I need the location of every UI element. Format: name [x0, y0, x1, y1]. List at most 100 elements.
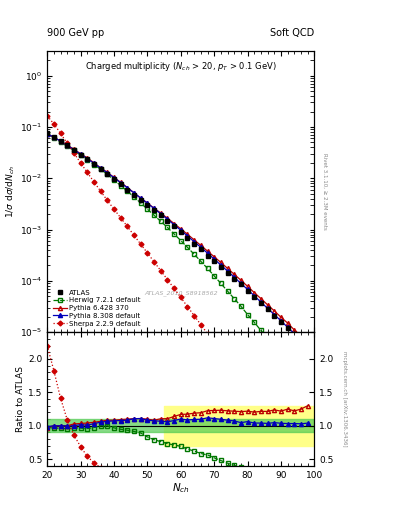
Pythia 6.428 370 [299, 333, 303, 339]
Pythia 6.428 370 [205, 248, 210, 254]
Pythia 6.428 370 [138, 195, 143, 201]
ATLAS [212, 258, 217, 264]
Herwig 7.2.1 default [172, 231, 176, 237]
Herwig 7.2.1 default [72, 147, 76, 154]
ATLAS [285, 325, 290, 331]
ATLAS [185, 234, 190, 241]
Sherpa 2.2.9 default [118, 215, 123, 221]
ATLAS [178, 229, 183, 236]
Herwig 7.2.1 default [125, 188, 130, 194]
Sherpa 2.2.9 default [259, 401, 263, 407]
Pythia 8.308 default [205, 250, 210, 256]
Pythia 6.428 370 [212, 253, 217, 260]
ATLAS [125, 186, 130, 193]
Pythia 8.308 default [192, 239, 196, 245]
Pythia 8.308 default [65, 142, 70, 148]
Pythia 8.308 default [118, 180, 123, 186]
Pythia 8.308 default [85, 156, 90, 162]
Pythia 6.428 370 [58, 138, 63, 144]
Pythia 6.428 370 [85, 155, 90, 161]
Pythia 6.428 370 [51, 134, 56, 140]
Herwig 7.2.1 default [85, 157, 90, 163]
Pythia 8.308 default [292, 331, 297, 337]
Sherpa 2.2.9 default [245, 384, 250, 390]
Pythia 6.428 370 [239, 277, 243, 283]
Pythia 8.308 default [185, 233, 190, 239]
ATLAS [305, 345, 310, 351]
Sherpa 2.2.9 default [85, 169, 90, 176]
Herwig 7.2.1 default [245, 311, 250, 317]
Herwig 7.2.1 default [252, 319, 257, 326]
Pythia 6.428 370 [232, 271, 237, 278]
Pythia 8.308 default [178, 227, 183, 233]
ATLAS [72, 146, 76, 153]
Pythia 6.428 370 [65, 142, 70, 148]
Y-axis label: Ratio to ATLAS: Ratio to ATLAS [16, 366, 25, 432]
Sherpa 2.2.9 default [158, 268, 163, 274]
Pythia 6.428 370 [292, 327, 297, 333]
ATLAS [152, 207, 156, 213]
Herwig 7.2.1 default [158, 218, 163, 224]
Herwig 7.2.1 default [78, 152, 83, 158]
Sherpa 2.2.9 default [239, 375, 243, 381]
Pythia 6.428 370 [285, 320, 290, 326]
Herwig 7.2.1 default [138, 200, 143, 206]
Sherpa 2.2.9 default [65, 140, 70, 146]
Pythia 8.308 default [158, 211, 163, 217]
Pythia 6.428 370 [125, 184, 130, 190]
Pythia 6.428 370 [92, 160, 96, 166]
Sherpa 2.2.9 default [219, 349, 223, 355]
Pythia 8.308 default [219, 262, 223, 268]
Line: Pythia 8.308 default: Pythia 8.308 default [45, 132, 310, 349]
Sherpa 2.2.9 default [98, 188, 103, 194]
ATLAS [252, 294, 257, 300]
Herwig 7.2.1 default [192, 251, 196, 258]
Pythia 8.308 default [198, 244, 203, 250]
ATLAS [259, 300, 263, 306]
Legend: ATLAS, Herwig 7.2.1 default, Pythia 6.428 370, Pythia 8.308 default, Sherpa 2.2.: ATLAS, Herwig 7.2.1 default, Pythia 6.42… [51, 288, 143, 329]
Sherpa 2.2.9 default [225, 358, 230, 364]
Text: Charged multiplicity ($N_{ch}$ > 20, $p_T$ > 0.1 GeV): Charged multiplicity ($N_{ch}$ > 20, $p_… [85, 59, 277, 73]
Herwig 7.2.1 default [279, 352, 283, 358]
Pythia 8.308 default [252, 293, 257, 299]
Sherpa 2.2.9 default [51, 121, 56, 127]
Herwig 7.2.1 default [272, 344, 277, 350]
Pythia 8.308 default [152, 205, 156, 211]
Sherpa 2.2.9 default [105, 197, 110, 203]
Pythia 6.428 370 [305, 338, 310, 345]
Pythia 6.428 370 [192, 237, 196, 243]
Sherpa 2.2.9 default [165, 276, 170, 283]
ATLAS [98, 166, 103, 173]
Pythia 8.308 default [212, 256, 217, 262]
ATLAS [198, 246, 203, 252]
ATLAS [58, 138, 63, 144]
Herwig 7.2.1 default [98, 166, 103, 173]
Herwig 7.2.1 default [118, 182, 123, 188]
ATLAS [219, 264, 223, 270]
Sherpa 2.2.9 default [212, 340, 217, 346]
Pythia 8.308 default [51, 134, 56, 140]
Sherpa 2.2.9 default [279, 426, 283, 433]
Pythia 8.308 default [72, 146, 76, 153]
ATLAS [92, 161, 96, 167]
Pythia 6.428 370 [145, 200, 150, 206]
Line: Pythia 6.428 370: Pythia 6.428 370 [45, 132, 310, 344]
ATLAS [158, 212, 163, 218]
Sherpa 2.2.9 default [285, 435, 290, 441]
Sherpa 2.2.9 default [299, 452, 303, 458]
Pythia 8.308 default [172, 222, 176, 228]
Herwig 7.2.1 default [58, 139, 63, 145]
Pythia 6.428 370 [152, 205, 156, 211]
Pythia 6.428 370 [279, 314, 283, 321]
Pythia 8.308 default [272, 311, 277, 317]
Herwig 7.2.1 default [305, 386, 310, 392]
Y-axis label: 1/$\sigma$ d$\sigma$/d$N_{ch}$: 1/$\sigma$ d$\sigma$/d$N_{ch}$ [5, 165, 17, 218]
Sherpa 2.2.9 default [138, 241, 143, 247]
Pythia 6.428 370 [112, 174, 116, 180]
Herwig 7.2.1 default [105, 171, 110, 177]
Herwig 7.2.1 default [92, 161, 96, 167]
Pythia 8.308 default [259, 299, 263, 305]
Pythia 6.428 370 [178, 226, 183, 232]
Pythia 8.308 default [299, 337, 303, 343]
Text: Soft QCD: Soft QCD [270, 28, 314, 38]
